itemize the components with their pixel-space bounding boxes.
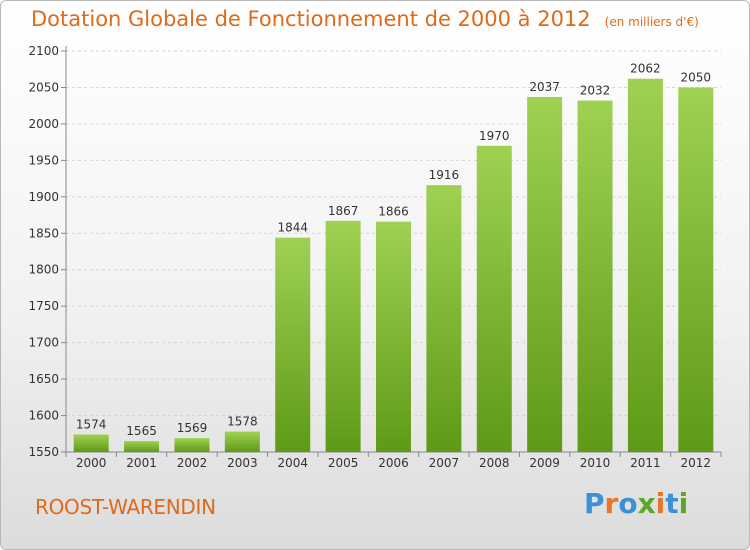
bar-2008 [476,145,512,453]
logo-letter: i [678,487,689,520]
x-tick-label: 2004 [277,456,308,470]
data-label-2005: 1867 [328,204,359,218]
data-label-2012: 2050 [681,70,712,84]
x-tick-label: 2012 [681,456,712,470]
x-tick-label: 2006 [378,456,409,470]
logo-letter: o [618,487,638,520]
city-name: ROOST-WARENDIN [35,495,216,519]
data-label-2004: 1844 [277,221,308,235]
data-label-2003: 1578 [227,415,258,429]
bar-2002 [174,438,210,452]
x-tick-label: 2009 [529,456,560,470]
y-tick-label: 2000 [28,117,59,131]
bar-2006 [376,221,411,452]
bar-2011 [627,78,663,453]
y-tick-label: 1950 [28,153,59,167]
x-tick-label: 2011 [630,456,661,470]
data-label-2007: 1916 [429,168,460,182]
x-tick-label: 2005 [328,456,359,470]
bars [73,78,714,453]
y-tick-label: 1600 [28,409,59,423]
proxiti-logo[interactable]: Proxiti [584,487,688,520]
logo-letter: r [604,487,619,520]
bar-2007 [426,185,462,453]
x-tick-label: 2000 [76,456,107,470]
y-tick-label: 1900 [28,190,59,204]
y-tick-label: 1700 [28,336,59,350]
x-tick-label: 2007 [429,456,460,470]
y-tick-label: 2100 [28,44,59,58]
y-tick-label: 1800 [28,263,59,277]
title-text: Dotation Globale de Fonctionnement de 20… [31,7,591,31]
y-tick-label: 1550 [28,445,59,459]
chart-title: Dotation Globale de Fonctionnement de 20… [31,7,699,31]
logo-letter: i [655,487,666,520]
x-tick-label: 2010 [580,456,611,470]
logo-letter: t [665,487,679,520]
bar-2001 [124,441,160,452]
data-label-2002: 1569 [177,421,208,435]
axes: 1550 1600 1650 1700 1750 1800 1850 1900 1950 2000… [28,44,722,470]
x-tick-label: 2008 [479,456,510,470]
y-tick-label: 1650 [28,372,59,386]
data-label-2010: 2032 [580,84,611,98]
logo-letter: x [637,487,656,520]
y-tick-label: 1850 [28,226,59,240]
bar-2009 [527,96,563,452]
data-label-2006: 1866 [378,205,409,219]
bar-2000 [73,434,109,452]
data-labels: 1574 1565 1569 1578 1844 1867 1866 1916 1970 2037… [76,62,711,438]
logo-letter: P [584,487,605,520]
x-tick-label: 2002 [177,456,208,470]
data-label-2009: 2037 [529,80,560,94]
y-tick-label: 2050 [28,80,59,94]
bar-2004 [275,237,311,452]
x-tick-label: 2003 [227,456,258,470]
y-tick-label: 1750 [28,299,59,313]
bar-2010 [577,100,613,452]
chart-subtitle: (en milliers d'€) [604,15,699,29]
data-label-2011: 2062 [630,62,661,76]
x-tick-label: 2001 [126,456,157,470]
bar-2012 [678,87,714,453]
bar-2005 [325,220,361,452]
data-label-2001: 1565 [126,424,157,438]
data-label-2000: 1574 [76,418,107,432]
data-label-2008: 1970 [479,129,510,143]
bar-2003 [224,431,260,452]
